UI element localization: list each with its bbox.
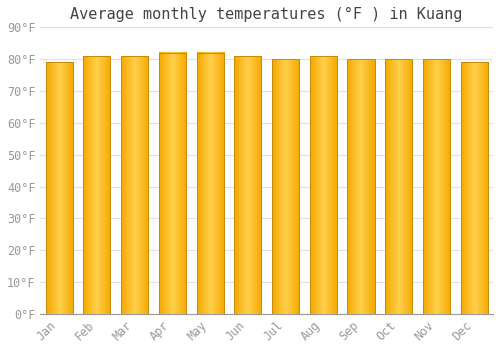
Bar bbox=[385, 59, 412, 314]
Bar bbox=[272, 59, 299, 314]
Bar bbox=[310, 56, 337, 314]
Bar bbox=[159, 53, 186, 314]
Bar bbox=[84, 56, 110, 314]
Bar bbox=[460, 62, 488, 314]
Bar bbox=[46, 62, 73, 314]
Bar bbox=[121, 56, 148, 314]
Title: Average monthly temperatures (°F ) in Kuang: Average monthly temperatures (°F ) in Ku… bbox=[70, 7, 463, 22]
Bar bbox=[234, 56, 262, 314]
Bar bbox=[423, 59, 450, 314]
Bar bbox=[348, 59, 374, 314]
Bar bbox=[196, 53, 224, 314]
